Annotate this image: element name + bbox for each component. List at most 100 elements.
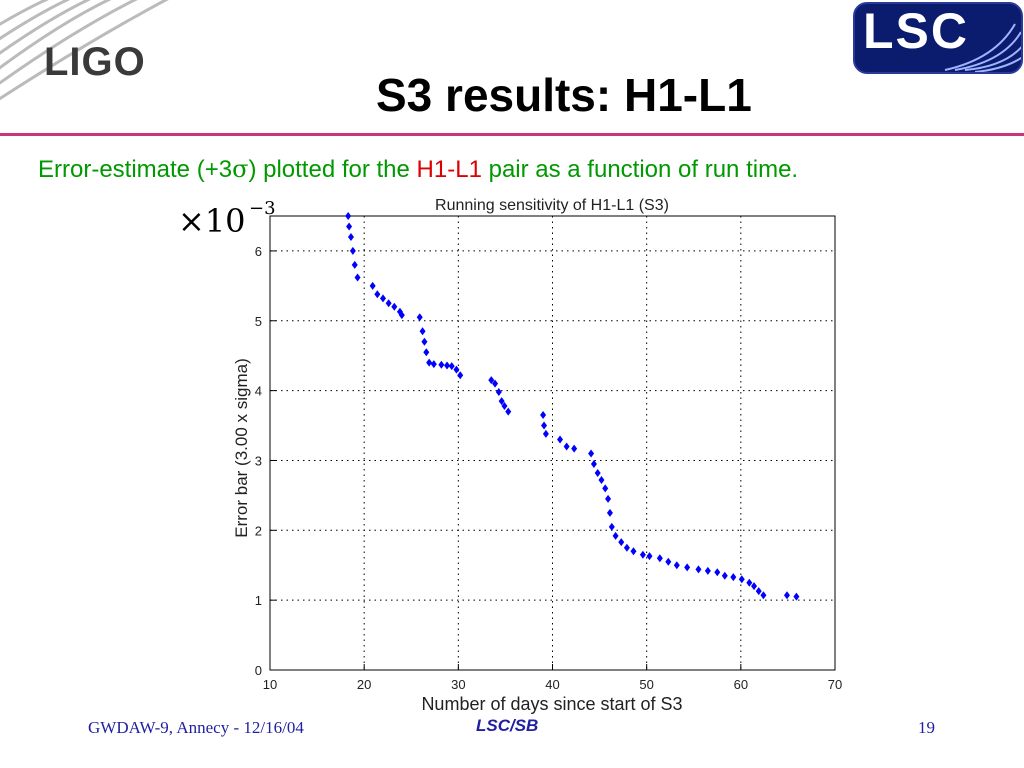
data-point [398,311,405,320]
data-point [646,552,653,561]
data-point [369,281,376,290]
subtitle-part2: ) plotted for the [248,156,417,183]
data-point [448,362,455,371]
data-point [488,376,495,385]
data-point [349,246,356,255]
y-tick-label: 1 [255,593,262,608]
data-point [453,365,460,374]
data-point [673,561,680,570]
data-point [438,360,445,369]
data-point [612,531,619,540]
data-point [704,566,711,575]
data-point [630,547,637,556]
data-point [354,273,361,282]
data-point [695,565,702,574]
data-point [571,444,578,453]
data-point [714,568,721,577]
data-point [684,563,691,572]
data-point [495,388,502,397]
data-point [590,459,597,468]
subtitle-part3: pair as a function of run time. [481,156,799,183]
page-number: 19 [918,718,935,737]
tick-layer: 10 20 30 40 50 60 70 0 1 2 3 4 5 6 [255,244,842,692]
x-tick-label: 60 [734,677,748,692]
data-point [760,591,767,600]
y-tick-label: 3 [255,453,262,468]
data-point [588,449,595,458]
data-point [563,442,570,451]
data-point [730,573,737,582]
data-point [783,591,790,600]
data-point [423,348,430,357]
data-point [416,313,423,322]
x-tick-label: 20 [357,677,371,692]
ligo-logo-arcs [0,0,169,101]
data-point [639,550,646,559]
data-point [598,476,605,485]
data-point [618,538,625,547]
data-point [594,469,601,478]
data-point [380,294,386,303]
data-point [542,429,549,438]
data-point [346,222,353,231]
y-tick-label: 5 [255,314,262,329]
data-point [421,337,428,346]
subtitle-part1: Error-estimate (+3 [38,156,233,183]
y-tick-label: 0 [255,663,262,678]
data-point [738,575,745,584]
data-point [430,360,437,369]
data-point [498,397,505,406]
data-point [391,302,398,311]
data-point [746,578,753,587]
data-point [755,587,762,596]
y-tick-label: 4 [255,384,262,399]
data-point [501,401,508,410]
lsc-logo: LSC [853,2,1023,74]
data-point [751,582,758,591]
data-point [492,379,499,388]
subtitle-sigma: σ [232,155,249,183]
data-point [426,358,433,367]
y-axis-label: Error bar (3.00 x sigma) [232,358,251,538]
grid-layer [270,216,835,670]
ligo-logo-text: LIGO [44,40,146,84]
chart-title: Running sensitivity of H1-L1 (S3) [435,197,669,214]
data-point [419,327,426,336]
data-point [444,361,451,370]
data-point [623,543,630,552]
ligo-logo: LIGO [0,0,170,110]
x-tick-label: 10 [263,677,277,692]
data-point [721,571,728,580]
data-point [665,557,672,566]
data-point [345,212,352,220]
data-point [606,508,613,517]
slide-subtitle: Error-estimate (+3σ) plotted for the H1-… [38,155,798,184]
data-point [793,592,800,601]
y-tick-label: 2 [255,523,262,538]
data-point [541,421,548,430]
exponent-multiplier: ×10 [178,202,246,240]
slide-title: S3 results: H1-L1 [376,69,752,121]
data-point [608,522,615,531]
data-point [385,299,392,308]
data-point [656,554,663,563]
data-point [457,371,464,380]
exponent-power: −3 [249,198,276,219]
x-tick-label: 40 [545,677,559,692]
x-axis-label: Number of days since start of S3 [421,694,682,714]
lsc-logo-waves [944,23,1021,72]
data-point [605,494,612,503]
data-point [351,260,358,269]
footer-event: GWDAW-9, Annecy - 12/16/04 [88,718,304,737]
data-point [347,232,354,241]
y-tick-label: 6 [255,244,262,259]
data-point [374,290,381,299]
x-tick-label: 30 [451,677,465,692]
x-tick-label: 70 [828,677,842,692]
data-point [540,411,547,420]
x-tick-label: 50 [639,677,653,692]
lsc-logo-text: LSC [863,3,969,59]
data-point [557,435,564,444]
data-point [602,484,609,493]
